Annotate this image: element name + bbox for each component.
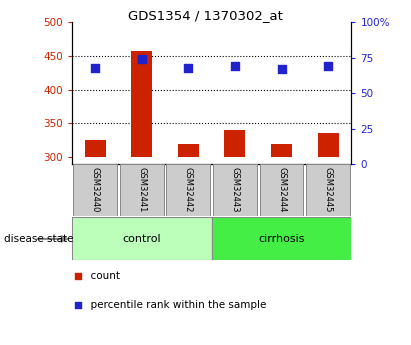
Bar: [166, 164, 210, 216]
Point: [325, 63, 331, 69]
Point: [185, 65, 192, 70]
Bar: [120, 164, 164, 216]
Bar: [260, 164, 303, 216]
Text: control: control: [122, 234, 161, 244]
Bar: [271, 144, 292, 157]
Text: disease state: disease state: [4, 234, 74, 244]
Bar: [212, 217, 351, 260]
Text: GSM32441: GSM32441: [137, 167, 146, 213]
Bar: [131, 51, 152, 157]
Bar: [318, 133, 339, 157]
Text: GSM32443: GSM32443: [231, 167, 240, 213]
Text: GDS1354 / 1370302_at: GDS1354 / 1370302_at: [128, 9, 283, 22]
Text: count: count: [84, 271, 120, 281]
Text: cirrhosis: cirrhosis: [258, 234, 305, 244]
Text: GSM32444: GSM32444: [277, 167, 286, 213]
Bar: [306, 164, 350, 216]
Point: [278, 66, 285, 72]
Text: GSM32445: GSM32445: [323, 167, 332, 213]
Point: [232, 63, 238, 69]
Bar: [73, 164, 117, 216]
Bar: [224, 130, 245, 157]
Text: GSM32440: GSM32440: [91, 167, 100, 213]
Text: GSM32442: GSM32442: [184, 167, 193, 213]
Bar: [213, 164, 257, 216]
Bar: [178, 144, 199, 157]
Point: [92, 65, 99, 70]
Bar: [72, 217, 212, 260]
Bar: [85, 140, 106, 157]
Point: [139, 57, 145, 62]
Text: percentile rank within the sample: percentile rank within the sample: [84, 300, 267, 310]
